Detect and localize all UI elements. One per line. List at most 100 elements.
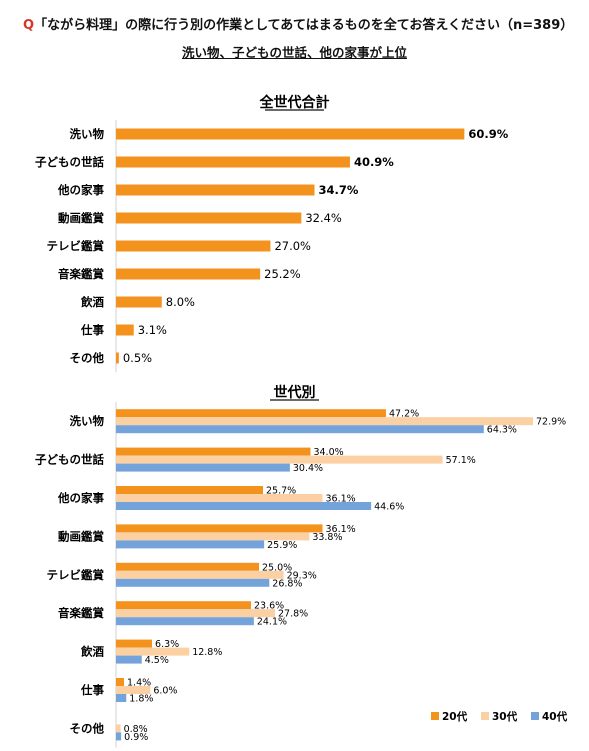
chart2-category-label: 洗い物 (70, 414, 105, 428)
chart2-category-label: 子どもの世話 (35, 453, 104, 467)
chart1-bar (116, 240, 271, 252)
chart1-bar (116, 184, 315, 196)
chart2-bar-40代 (116, 578, 270, 587)
chart2-bar-40代 (116, 502, 372, 510)
chart2-bar-20代 (116, 639, 153, 648)
chart2-category-label: 動画鑑賞 (58, 529, 104, 543)
chart-subtitle: 洗い物、子どもの世話、他の家事が上位 (181, 45, 407, 60)
chart1-value-label: 27.0% (274, 239, 311, 253)
chart2-value-label: 33.8% (312, 532, 342, 543)
chart1-bar (116, 156, 350, 168)
chart1-category-label: 子どもの世話 (35, 155, 104, 169)
question-text: Q「ながら料理」の際に行う別の作業としてあてはまるものを全てお答えください（n=… (23, 14, 573, 33)
chart1-bar (116, 324, 134, 336)
chart1-category-label: 飲酒 (80, 295, 104, 309)
chart1-category-label: 洗い物 (70, 127, 105, 141)
chart2-bar-20代 (116, 562, 259, 571)
chart2-value-label: 25.9% (267, 540, 297, 551)
chart2-bar-20代 (116, 486, 264, 494)
chart2-category-label: テレビ鑑賞 (47, 568, 105, 582)
chart1-bar (116, 128, 465, 140)
chart2-value-label: 25.7% (266, 486, 296, 497)
chart2-value-label: 29.3% (287, 570, 317, 581)
chart1-value-label: 3.1% (138, 323, 167, 337)
chart1-value-label: 40.9% (354, 155, 394, 169)
chart2-value-label: 12.8% (192, 647, 222, 658)
chart2-bar-20代 (116, 447, 311, 456)
chart1-bar (116, 268, 261, 280)
legend-swatch-20代 (431, 712, 439, 720)
chart2-value-label: 57.1% (446, 455, 476, 466)
chart2-value-label: 26.8% (272, 578, 302, 589)
chart2-bar-20代 (116, 524, 323, 533)
chart2-bar-30代 (116, 647, 190, 656)
chart2-bar-40代 (116, 617, 254, 626)
chart2-value-label: 36.1% (325, 524, 355, 535)
chart2-value-label: 1.8% (129, 694, 153, 705)
chart2-category-label: 音楽鑑賞 (58, 606, 104, 620)
chart2-bar-30代 (116, 686, 151, 694)
chart2-value-label: 34.0% (313, 447, 343, 458)
chart2-value-label: 0.9% (124, 732, 148, 743)
chart2-value-label: 72.9% (536, 417, 566, 428)
chart2-value-label: 6.0% (153, 686, 177, 697)
chart1-value-label: 32.4% (305, 211, 342, 225)
chart2-value-label: 30.4% (293, 463, 323, 474)
chart2-bar-30代 (116, 532, 310, 541)
chart2-bar-30代 (116, 570, 284, 579)
legend-label: 40代 (542, 710, 568, 723)
chart2-category-label: その他 (70, 721, 105, 735)
chart1-category-label: 他の家事 (57, 183, 104, 197)
chart2-bar-40代 (116, 655, 142, 664)
chart2-value-label: 0.8% (124, 724, 148, 735)
chart2-bar-20代 (116, 678, 125, 686)
chart1-category-label: テレビ鑑賞 (47, 239, 105, 253)
chart2-bar-40代 (116, 463, 290, 472)
chart2-bar-40代 (116, 425, 484, 434)
chart2-bar-30代 (116, 417, 533, 426)
chart1-value-label: 25.2% (264, 267, 301, 281)
chart2-value-label: 1.4% (127, 678, 151, 689)
chart1-bar (116, 296, 162, 308)
chart1-value-label: 34.7% (318, 183, 358, 197)
chart2-value-label: 27.8% (278, 609, 308, 620)
chart1-category-label: その他 (70, 351, 105, 365)
chart1-category-label: 動画鑑賞 (58, 211, 104, 225)
legend-swatch-30代 (481, 712, 489, 720)
chart1-category-label: 仕事 (80, 323, 104, 337)
chart1-title: 全世代合計 (259, 94, 330, 111)
chart2-category-label: 他の家事 (57, 491, 104, 505)
chart1-bar (116, 352, 119, 364)
chart2-bar-40代 (116, 540, 265, 549)
chart2-value-label: 44.6% (374, 502, 404, 513)
chart2-value-label: 6.3% (155, 639, 179, 650)
legend-label: 20代 (442, 710, 468, 723)
chart2-value-label: 25.0% (262, 562, 292, 573)
question-mark: Q (23, 18, 35, 33)
chart2-category-label: 仕事 (80, 683, 104, 697)
chart1-value-label: 60.9% (468, 127, 508, 141)
legend-swatch-40代 (531, 712, 539, 720)
chart2-value-label: 23.6% (254, 601, 284, 612)
chart2-value-label: 64.3% (487, 425, 517, 436)
chart2-bar-20代 (116, 601, 251, 610)
chart2-bar-30代 (116, 494, 323, 502)
question-body: 「ながら料理」の際に行う別の作業としてあてはまるものを全てお答えください（n=3… (34, 18, 574, 33)
chart2-value-label: 24.1% (257, 617, 287, 628)
chart2-bar-30代 (116, 609, 276, 618)
chart2-value-label: 47.2% (389, 409, 419, 420)
chart2-bar-40代 (116, 694, 127, 702)
chart2-bar-20代 (116, 409, 386, 418)
chart2-value-label: 4.5% (145, 655, 169, 666)
chart2-title: 世代別 (274, 384, 316, 401)
chart1-value-label: 0.5% (123, 351, 152, 365)
chart2-category-label: 飲酒 (80, 645, 104, 659)
chart2-bar-30代 (116, 455, 443, 464)
legend-label: 30代 (492, 710, 518, 723)
chart1-category-label: 音楽鑑賞 (58, 267, 104, 281)
chart1-bar (116, 212, 302, 224)
chart1-value-label: 8.0% (166, 295, 195, 309)
chart2-bar-30代 (116, 724, 121, 733)
chart2-bar-40代 (116, 732, 122, 741)
